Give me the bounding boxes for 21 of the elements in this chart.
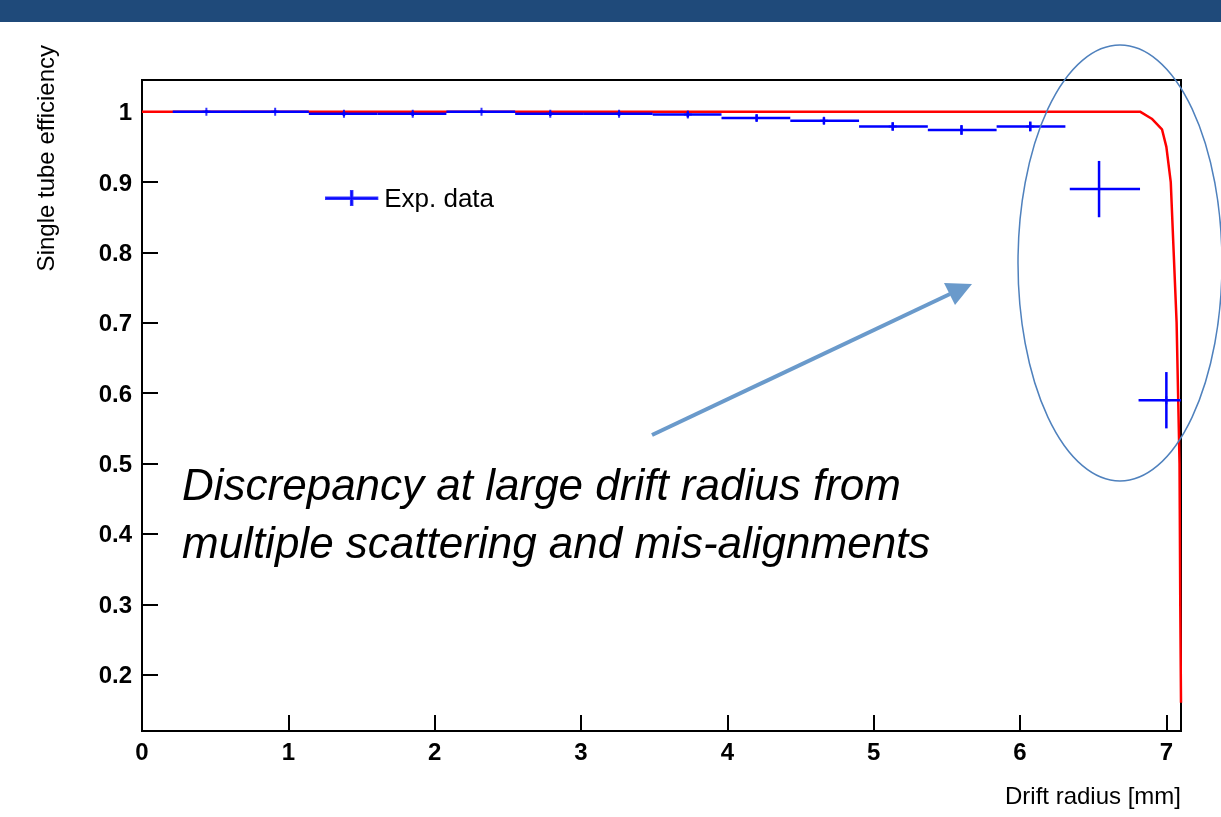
y-axis-title: Single tube efficiency xyxy=(31,45,59,272)
y-tick-label: 0.9 xyxy=(98,168,132,196)
x-tick-label: 1 xyxy=(281,737,296,765)
y-tick-label: 0.8 xyxy=(98,238,132,266)
legend-label: Exp. data xyxy=(384,183,495,213)
x-tick-label: 6 xyxy=(1013,737,1027,765)
x-tick-label: 0 xyxy=(135,737,149,765)
y-tick-label: 1 xyxy=(118,98,132,126)
y-tick-label: 0.4 xyxy=(98,520,133,548)
x-tick-label: 2 xyxy=(428,737,442,765)
y-tick-label: 0.2 xyxy=(98,661,132,689)
y-tick-label: 0.3 xyxy=(98,590,132,618)
y-tick-label: 0.6 xyxy=(98,379,132,407)
x-tick-label: 3 xyxy=(574,737,588,765)
x-axis-title: Drift radius [mm] xyxy=(1004,781,1181,809)
x-tick-label: 5 xyxy=(867,737,881,765)
annotation: Discrepancy at large drift radius from multiple scattering and mis-alignments xyxy=(182,459,931,567)
y-tick-label: 0.7 xyxy=(98,309,132,337)
y-tick-label: 0.5 xyxy=(98,450,132,478)
x-tick-label: 4 xyxy=(720,737,735,765)
x-tick-label: 7 xyxy=(1159,737,1174,765)
